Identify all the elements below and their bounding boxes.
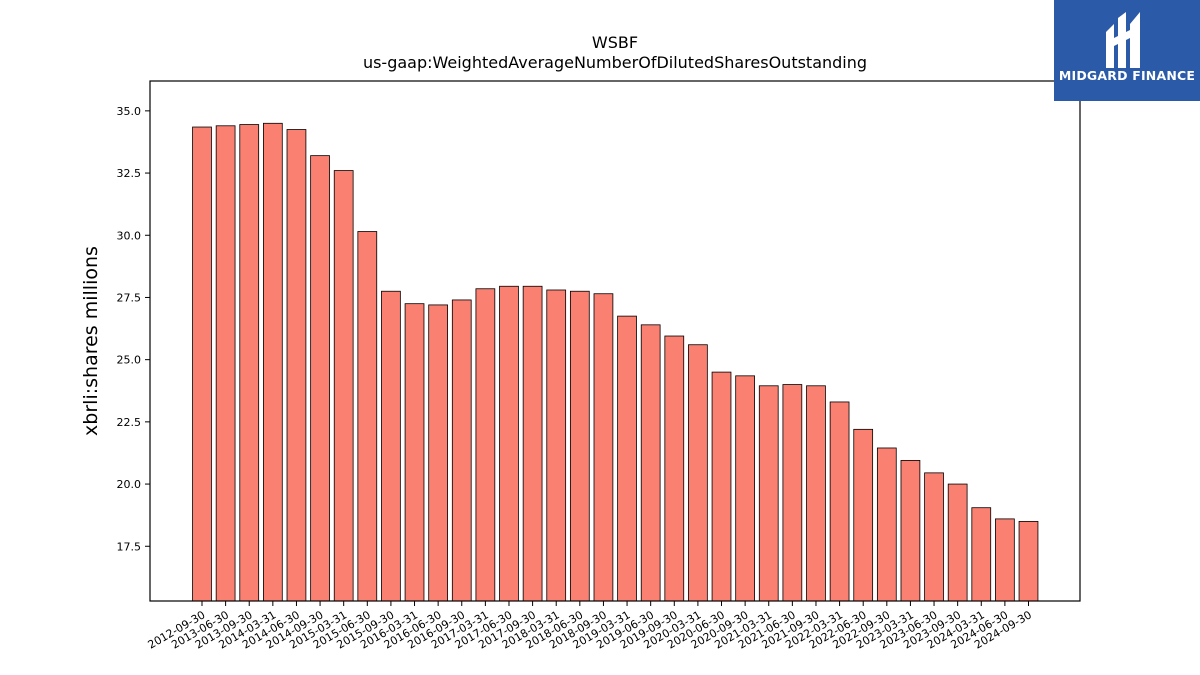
x-ticks: 2012-09-302013-06-302013-09-302014-03-31… — [146, 601, 1034, 652]
chart-subtitle: us-gaap:WeightedAverageNumberOfDilutedSh… — [363, 53, 867, 72]
bars — [192, 122, 1039, 602]
y-tick-label: 17.5 — [117, 540, 142, 553]
bar-2018-09-30 — [593, 293, 614, 602]
bar-2015-09-30 — [381, 290, 401, 602]
bar-2016-09-30 — [451, 299, 472, 602]
bar-2019-06-30 — [640, 324, 661, 602]
bar-2019-09-30 — [664, 335, 685, 602]
bar-2016-03-31 — [404, 303, 425, 602]
bar-2023-03-31 — [900, 460, 921, 602]
bar-2024-03-31 — [971, 507, 992, 602]
y-tick-label: 35.0 — [117, 105, 142, 118]
bar-2014-03-31 — [262, 122, 283, 602]
bar-2023-06-30 — [924, 472, 944, 602]
bar-2016-06-30 — [428, 304, 448, 602]
bar-2012-09-30 — [192, 126, 212, 602]
y-tick-label: 25.0 — [117, 354, 142, 367]
bar-2013-06-30 — [215, 125, 236, 602]
bar-2017-06-30 — [499, 285, 519, 602]
bar-2021-09-30 — [806, 385, 826, 602]
bar-2018-03-31 — [546, 289, 567, 602]
bar-2020-09-30 — [735, 375, 755, 602]
bar-2014-06-30 — [286, 129, 307, 602]
y-tick-label: 32.5 — [117, 167, 142, 180]
y-tick-label: 27.5 — [117, 291, 142, 304]
bar-2023-09-30 — [947, 483, 968, 602]
bar-2022-09-30 — [876, 447, 897, 602]
y-tick-label: 30.0 — [117, 229, 142, 242]
bar-2015-06-30 — [357, 231, 378, 602]
bar-2021-03-31 — [758, 385, 779, 602]
bar-2024-09-30 — [1018, 520, 1039, 602]
y-tick-label: 20.0 — [117, 478, 142, 491]
bar-2018-06-30 — [569, 290, 590, 602]
bar-2017-03-31 — [475, 288, 496, 602]
chart-title: WSBF — [592, 33, 638, 52]
logo-text: MIDGARD FINANCE — [1058, 68, 1196, 83]
bar-2014-09-30 — [310, 155, 330, 602]
logo-mark-icon — [1106, 12, 1140, 68]
bar-2019-03-31 — [617, 315, 637, 602]
y-ticks: 17.5 20.0 22.5 25.0 27.5 30.0 32.5 35.0 — [117, 105, 150, 553]
y-tick-label: 22.5 — [117, 416, 142, 429]
bar-2022-03-31 — [829, 401, 850, 602]
bar-2021-06-30 — [782, 384, 803, 602]
bar-2022-06-30 — [853, 428, 874, 602]
bar-2015-03-31 — [333, 170, 354, 602]
midgard-finance-logo: MIDGARD FINANCE — [1054, 0, 1200, 101]
y-axis-label: xbrli:shares millions — [80, 246, 102, 436]
bar-2020-06-30 — [711, 371, 732, 602]
bar-2024-06-30 — [995, 518, 1015, 602]
bar-2017-09-30 — [522, 285, 543, 602]
bar-2020-03-31 — [688, 344, 708, 602]
bar-2013-09-30 — [239, 124, 260, 602]
plot-frame — [149, 80, 1081, 602]
